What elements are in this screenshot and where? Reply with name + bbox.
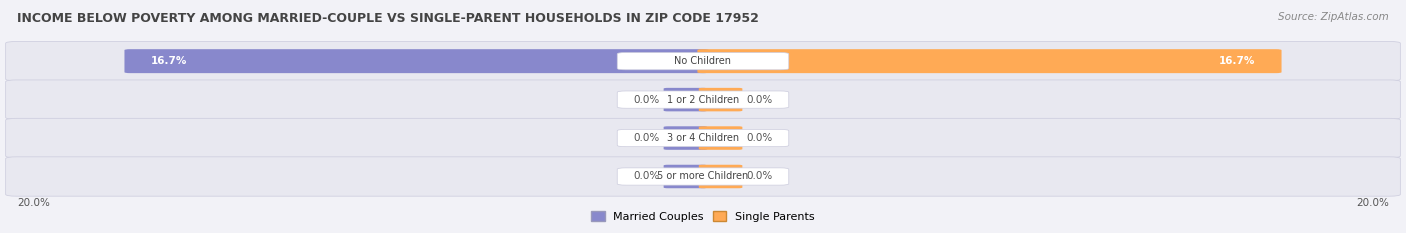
Text: 16.7%: 16.7% xyxy=(1219,56,1254,66)
Text: 0.0%: 0.0% xyxy=(633,95,659,105)
FancyBboxPatch shape xyxy=(617,168,789,185)
Text: 5 or more Children: 5 or more Children xyxy=(658,171,748,182)
Text: 20.0%: 20.0% xyxy=(17,198,49,208)
FancyBboxPatch shape xyxy=(697,49,1281,73)
Text: 0.0%: 0.0% xyxy=(633,133,659,143)
Text: 16.7%: 16.7% xyxy=(152,56,187,66)
Legend: Married Couples, Single Parents: Married Couples, Single Parents xyxy=(588,208,818,225)
Text: 1 or 2 Children: 1 or 2 Children xyxy=(666,95,740,105)
FancyBboxPatch shape xyxy=(617,130,789,147)
Text: 0.0%: 0.0% xyxy=(747,171,773,182)
FancyBboxPatch shape xyxy=(125,49,709,73)
FancyBboxPatch shape xyxy=(6,118,1400,158)
FancyBboxPatch shape xyxy=(699,88,742,111)
FancyBboxPatch shape xyxy=(664,165,707,188)
Text: 20.0%: 20.0% xyxy=(1357,198,1389,208)
FancyBboxPatch shape xyxy=(6,41,1400,81)
Text: 0.0%: 0.0% xyxy=(747,133,773,143)
FancyBboxPatch shape xyxy=(699,126,742,150)
Text: No Children: No Children xyxy=(675,56,731,66)
FancyBboxPatch shape xyxy=(617,53,789,70)
Text: 0.0%: 0.0% xyxy=(747,95,773,105)
FancyBboxPatch shape xyxy=(6,157,1400,196)
FancyBboxPatch shape xyxy=(699,165,742,188)
FancyBboxPatch shape xyxy=(664,88,707,111)
FancyBboxPatch shape xyxy=(664,126,707,150)
Text: Source: ZipAtlas.com: Source: ZipAtlas.com xyxy=(1278,12,1389,22)
Text: INCOME BELOW POVERTY AMONG MARRIED-COUPLE VS SINGLE-PARENT HOUSEHOLDS IN ZIP COD: INCOME BELOW POVERTY AMONG MARRIED-COUPL… xyxy=(17,12,759,25)
Text: 0.0%: 0.0% xyxy=(633,171,659,182)
FancyBboxPatch shape xyxy=(6,80,1400,119)
Text: 3 or 4 Children: 3 or 4 Children xyxy=(666,133,740,143)
FancyBboxPatch shape xyxy=(617,91,789,108)
